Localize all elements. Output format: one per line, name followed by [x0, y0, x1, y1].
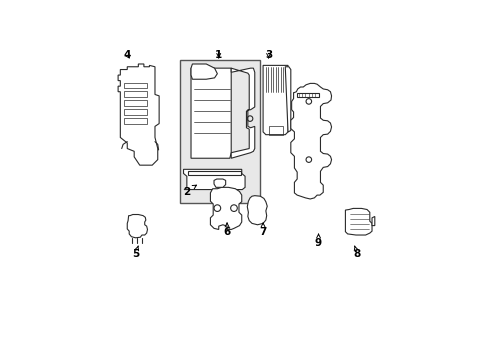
Bar	[123, 100, 147, 106]
Bar	[123, 109, 147, 115]
Bar	[123, 82, 147, 88]
Text: 1: 1	[215, 50, 222, 60]
Polygon shape	[285, 67, 290, 132]
Polygon shape	[127, 215, 147, 238]
Bar	[123, 91, 147, 97]
Text: 5: 5	[132, 246, 139, 259]
Polygon shape	[297, 93, 319, 97]
Polygon shape	[263, 66, 287, 135]
Polygon shape	[191, 68, 231, 158]
Text: 8: 8	[353, 246, 360, 259]
Bar	[180, 60, 260, 203]
Text: 7: 7	[259, 223, 266, 237]
Polygon shape	[247, 196, 267, 225]
Text: 4: 4	[123, 50, 131, 60]
Polygon shape	[214, 179, 225, 187]
Polygon shape	[290, 84, 331, 199]
Polygon shape	[191, 64, 217, 79]
Polygon shape	[183, 169, 244, 190]
Polygon shape	[118, 64, 159, 165]
Text: 9: 9	[314, 234, 322, 248]
Polygon shape	[371, 216, 374, 226]
Polygon shape	[345, 208, 371, 235]
Polygon shape	[210, 187, 241, 229]
Bar	[123, 118, 147, 123]
Text: 6: 6	[223, 223, 230, 237]
Text: 3: 3	[264, 50, 272, 60]
Bar	[268, 126, 282, 135]
Text: 2: 2	[183, 185, 196, 197]
Polygon shape	[231, 68, 254, 158]
